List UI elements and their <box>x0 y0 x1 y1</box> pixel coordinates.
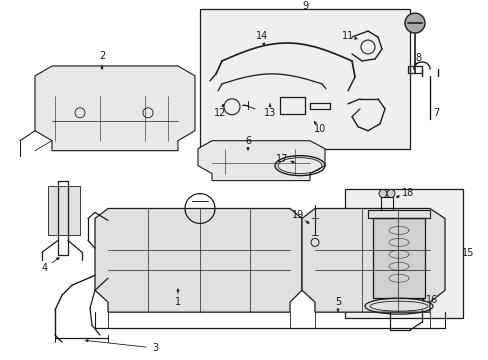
Bar <box>372 219 424 298</box>
Text: 17: 17 <box>275 154 287 164</box>
Polygon shape <box>95 208 302 312</box>
Text: 7: 7 <box>432 108 438 118</box>
Text: 15: 15 <box>461 248 473 258</box>
Circle shape <box>378 190 386 198</box>
Bar <box>345 189 462 318</box>
Circle shape <box>386 190 394 198</box>
Text: 4: 4 <box>42 263 48 273</box>
Text: 1: 1 <box>175 297 181 307</box>
Bar <box>200 9 409 149</box>
Circle shape <box>404 13 424 33</box>
Text: 12: 12 <box>213 108 226 118</box>
Text: 16: 16 <box>425 295 437 305</box>
Text: 2: 2 <box>99 51 105 61</box>
Polygon shape <box>198 141 325 181</box>
Bar <box>48 185 80 235</box>
Text: 11: 11 <box>341 31 353 41</box>
Text: 14: 14 <box>255 31 267 41</box>
Text: 19: 19 <box>291 211 304 220</box>
Polygon shape <box>302 208 444 312</box>
Text: 13: 13 <box>264 108 276 118</box>
Text: 18: 18 <box>401 188 413 198</box>
Text: 8: 8 <box>414 53 420 63</box>
Text: 6: 6 <box>244 136 250 146</box>
Text: 5: 5 <box>334 297 341 307</box>
Text: 9: 9 <box>301 1 307 11</box>
Text: 3: 3 <box>152 343 158 353</box>
Polygon shape <box>35 66 195 151</box>
Text: 10: 10 <box>313 124 325 134</box>
